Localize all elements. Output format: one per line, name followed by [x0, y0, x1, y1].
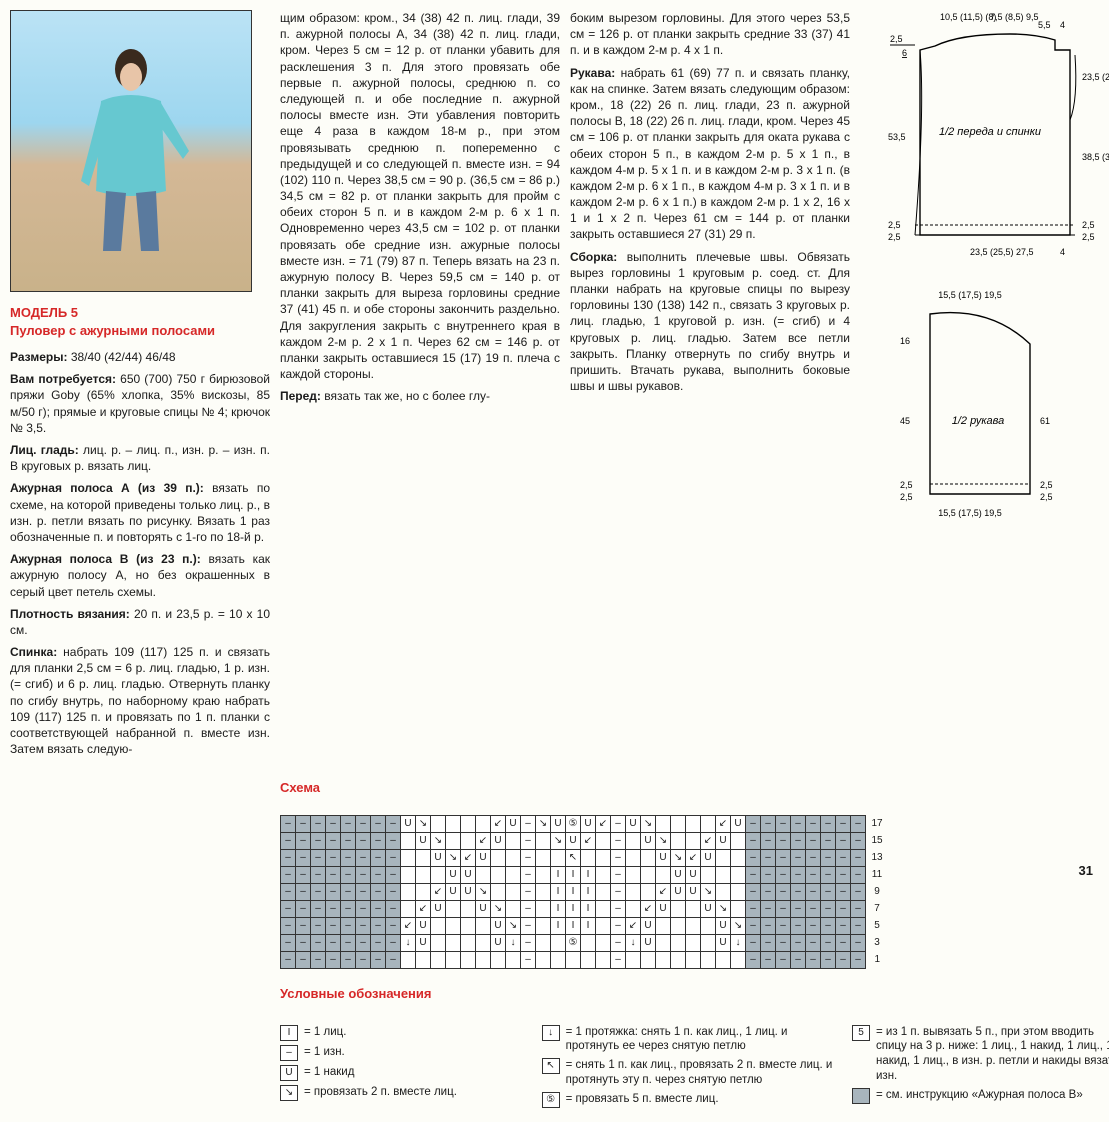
svg-text:23,5 (25,5) 27,5: 23,5 (25,5) 27,5: [1082, 72, 1109, 82]
sleeve-schematic: 15,5 (17,5) 19,5 16 45 2,5 2,5 1/2 рукав…: [860, 284, 1109, 544]
svg-text:10,5 (11,5) (8): 10,5 (11,5) (8): [940, 12, 996, 22]
svg-text:2,5: 2,5: [900, 480, 913, 490]
svg-text:2,5: 2,5: [1040, 480, 1053, 490]
legend-heading: Условные обозначения: [280, 985, 560, 1003]
svg-text:15,5 (17,5) 19,5: 15,5 (17,5) 19,5: [938, 290, 1002, 300]
chart-heading: Схема: [280, 779, 560, 797]
svg-text:2,5: 2,5: [890, 34, 903, 44]
svg-text:2,5: 2,5: [888, 220, 901, 230]
page-number: 31: [1079, 862, 1093, 880]
svg-text:2,5: 2,5: [888, 232, 901, 242]
svg-text:45: 45: [900, 416, 910, 426]
svg-text:23,5 (25,5) 27,5: 23,5 (25,5) 27,5: [970, 247, 1034, 257]
svg-text:53,5: 53,5: [888, 132, 906, 142]
svg-text:6: 6: [902, 48, 907, 58]
svg-text:2,5: 2,5: [900, 492, 913, 502]
lace-a: Ажурная полоса А (из 39 п.): вязать по с…: [10, 480, 270, 545]
knitting-chart: ––––––––U↘↙U–↘U⑤U↙–U↘↙U––––––––17–––––––…: [280, 815, 1109, 969]
gauge: Плотность вязания: 20 п. и 23,5 р. = 10 …: [10, 606, 270, 638]
svg-text:38,5 (36,5) 34,5: 38,5 (36,5) 34,5: [1082, 152, 1109, 162]
svg-text:5,5: 5,5: [1038, 20, 1051, 30]
svg-text:1/2 переда и спинки: 1/2 переда и спинки: [939, 126, 1041, 138]
stockinette: Лиц. гладь: лиц. р. – лиц. п., изн. р. –…: [10, 442, 270, 474]
legend: I= 1 лиц. –= 1 изн. U= 1 накид ↘= провяз…: [280, 1025, 1109, 1113]
svg-text:7,5 (8,5) 9,5: 7,5 (8,5) 9,5: [990, 12, 1039, 22]
svg-text:15,5 (17,5) 19,5: 15,5 (17,5) 19,5: [938, 508, 1002, 518]
model-title: МОДЕЛЬ 5 Пуловер с ажурными полосами: [10, 304, 270, 339]
assembly-instructions: Сборка: выполнить плечевые швы. Обвязать…: [570, 249, 850, 395]
svg-text:16: 16: [900, 336, 910, 346]
materials: Вам потребуется: 650 (700) 750 г бирюзов…: [10, 371, 270, 436]
model-photo: [10, 10, 252, 292]
svg-text:4: 4: [1060, 20, 1065, 30]
svg-text:2,5: 2,5: [1082, 220, 1095, 230]
col3-text: боким вырезом горловины. Для этого через…: [570, 10, 850, 59]
col2-text: щим образом: кром., 34 (38) 42 п. лиц. г…: [280, 10, 560, 382]
svg-text:2,5: 2,5: [1082, 232, 1095, 242]
body-schematic: 10,5 (11,5) (8) 7,5 (8,5) 9,5 5,5 4 2,5 …: [860, 10, 1109, 270]
sleeves-instructions: Рукава: набрать 61 (69) 77 п. и связать …: [570, 65, 850, 243]
svg-text:2,5: 2,5: [1040, 492, 1053, 502]
lace-b: Ажурная полоса В (из 23 п.): вязать как …: [10, 551, 270, 600]
front-instructions: Перед: вязать так же, но с более глу-: [280, 388, 560, 404]
back-instructions: Спинка: набрать 109 (117) 125 п. и связа…: [10, 644, 270, 757]
svg-text:61: 61: [1040, 416, 1050, 426]
svg-text:1/2 рукава: 1/2 рукава: [952, 415, 1005, 427]
sizes: Размеры: 38/40 (42/44) 46/48: [10, 349, 270, 365]
svg-text:4: 4: [1060, 247, 1065, 257]
